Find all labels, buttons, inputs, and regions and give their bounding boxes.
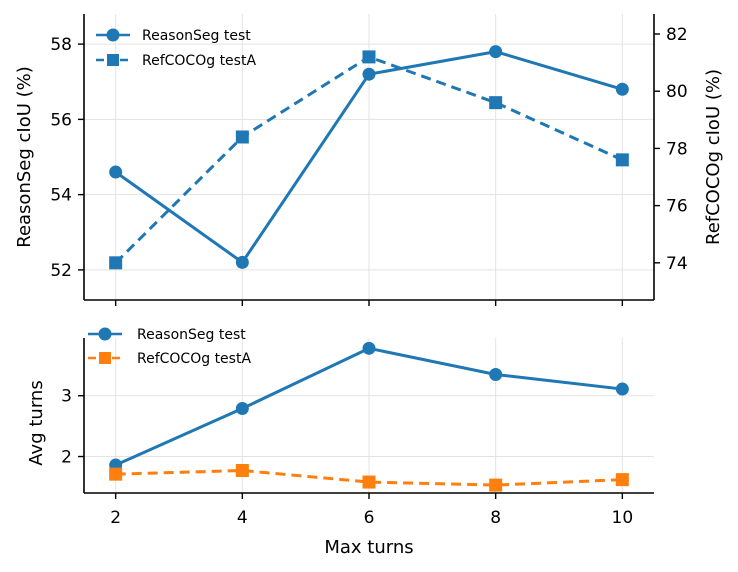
data-point-refcocog-testa [109,467,123,481]
data-point-refcocog-testa [235,130,249,144]
bottom-panel: 2 4 6 8 10 2 3 ReasonSeg test RefCOCOg testA A… [26,327,654,558]
bottom-y-axis-label: Avg turns [26,380,47,465]
legend-marker-reasonseg-bottom [98,327,112,341]
legend-marker-refcocog-top [107,54,119,66]
x-axis-label: Max turns [324,537,413,558]
x-tick-label: 4 [237,508,248,528]
y2-tick-label: 74 [666,254,688,274]
data-point-reasonseg-test [615,82,629,96]
top-legend: ReasonSeg test RefCOCOg testA [96,28,256,69]
legend-label-refcocog-bottom: RefCOCOg testA [137,351,251,367]
x-tick-label: 2 [110,508,121,528]
data-point-refcocog-testa [109,256,123,270]
top-series-markers [109,45,629,270]
data-point-reasonseg-test [362,341,376,355]
data-point-reasonseg-test [489,367,503,381]
y-tick-label: 58 [50,35,72,55]
legend-label-refcocog-top: RefCOCOg testA [142,53,256,69]
data-point-refcocog-testa [362,50,376,64]
top-y2-axis-label: RefCOCOg cIoU (%) [703,69,724,245]
y2-tick-label: 82 [666,25,688,45]
legend-label-reasonseg-bottom: ReasonSeg test [137,327,246,343]
y-tick-label: 54 [50,186,72,206]
y-tick-label: 2 [61,448,72,468]
data-point-reasonseg-test [615,382,629,396]
top-ticks: 52 54 56 58 74 76 78 80 82 [50,25,688,306]
bottom-legend: ReasonSeg test RefCOCOg testA [88,327,251,367]
data-point-reasonseg-test [109,165,123,179]
y2-tick-label: 76 [666,197,688,217]
legend-marker-refcocog-bottom [99,352,111,364]
y2-tick-label: 80 [666,82,688,102]
top-y-axis-label: ReasonSeg cIoU (%) [14,66,35,248]
data-point-refcocog-testa [615,473,629,487]
bottom-ticks: 2 4 6 8 10 2 3 [61,387,633,528]
data-point-reasonseg-test [489,45,503,59]
legend-label-reasonseg-top: ReasonSeg test [142,28,251,44]
data-point-reasonseg-test [235,402,249,416]
y-tick-label: 56 [50,110,72,130]
y2-tick-label: 78 [666,139,688,159]
y-tick-label: 52 [50,261,72,281]
bottom-series-markers [109,341,629,492]
data-point-reasonseg-test [235,255,249,269]
x-tick-label: 8 [490,508,501,528]
top-panel: 52 54 56 58 74 76 78 80 82 ReasonSeg test RefCOC… [14,14,724,306]
data-point-refcocog-testa [235,464,249,478]
x-tick-label: 10 [612,508,634,528]
data-point-refcocog-testa [615,153,629,167]
data-point-refcocog-testa [489,478,503,492]
data-point-reasonseg-test [362,67,376,81]
y-tick-label: 3 [61,387,72,407]
data-point-refcocog-testa [362,475,376,489]
x-tick-label: 6 [364,508,375,528]
data-point-refcocog-testa [489,96,503,110]
legend-marker-reasonseg-top [106,28,120,42]
series-line-refcocog-testa [115,469,623,487]
